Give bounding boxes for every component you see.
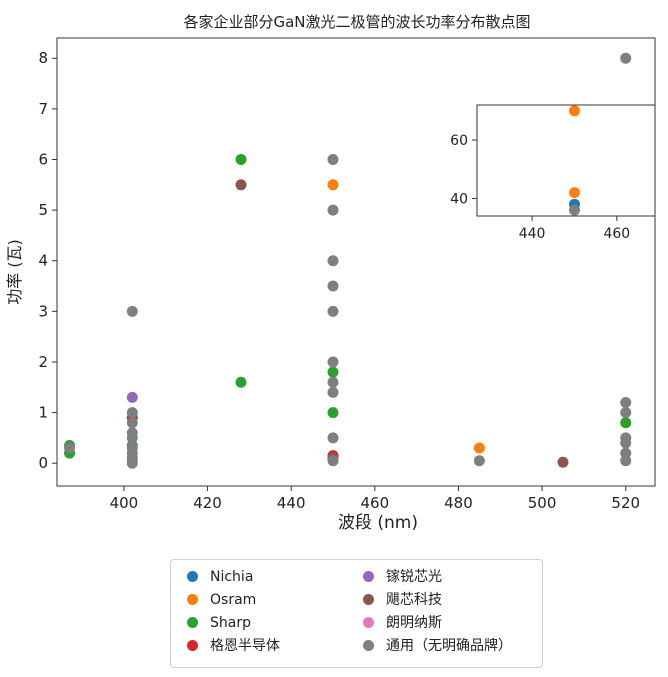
legend-item-juxin: 飓芯科技 — [363, 592, 442, 608]
point-series-7 — [327, 255, 339, 267]
y-tick-label: 7 — [38, 100, 48, 118]
point-sharp — [235, 376, 247, 388]
x-tick-label: 460 — [360, 494, 389, 512]
point-osram — [568, 187, 580, 199]
x-tick-label: 520 — [611, 494, 640, 512]
y-tick-label: 4 — [38, 252, 48, 270]
point-series-2 — [568, 204, 580, 216]
point-series-7 — [126, 457, 138, 469]
main-plot-area: 0 1 2 3 4 5 6 7 8 400 420 440 460 480 500 520 — [38, 37, 656, 512]
inset-plot-frame — [476, 104, 656, 217]
x-axis-label: 波段 (nm) — [338, 513, 418, 533]
point-sharp — [327, 407, 339, 419]
legend-label-generic: 通用（无明确品牌） — [386, 638, 512, 654]
point-series-7 — [327, 153, 339, 165]
point-series-7 — [620, 407, 632, 419]
inset-x-axis-ticks: 440 460 — [519, 216, 630, 242]
inset-y-axis-ticks: 40 60 — [450, 133, 477, 207]
point-series-7 — [327, 376, 339, 388]
point-series-7 — [126, 417, 138, 429]
legend-label-juxin: 飓芯科技 — [386, 592, 442, 608]
point-series-7 — [327, 305, 339, 317]
y-tick-label: 60 — [450, 133, 468, 149]
legend-label-osram: Osram — [210, 592, 257, 608]
point-series-7 — [620, 447, 632, 459]
legend-marker-jiarui — [363, 571, 374, 582]
legend-marker-generic — [363, 640, 374, 651]
legend-marker-genen — [187, 640, 198, 651]
point-series-7 — [327, 280, 339, 292]
legend-item-nichia: Nichia — [187, 569, 253, 585]
legend-marker-osram — [187, 594, 198, 605]
x-tick-label: 400 — [110, 494, 139, 512]
data-points — [64, 52, 632, 469]
chart-title: 各家企业部分GaN激光二极管的波长功率分布散点图 — [183, 13, 530, 31]
y-tick-label: 3 — [38, 302, 48, 320]
point-series-7 — [327, 204, 339, 216]
point-series-7 — [126, 407, 138, 419]
x-tick-label: 440 — [519, 226, 546, 242]
y-tick-label: 1 — [38, 404, 48, 422]
y-tick-label: 0 — [38, 454, 48, 472]
x-tick-label: 460 — [603, 226, 630, 242]
x-axis-ticks: 400 420 440 460 480 500 520 — [110, 486, 640, 512]
point-series-7 — [327, 386, 339, 398]
point-series-5 — [557, 456, 569, 468]
point-series-7 — [126, 305, 138, 317]
legend-item-osram: Osram — [187, 592, 256, 608]
legend-label-langming: 朗明纳斯 — [386, 615, 442, 631]
legend-item-genen: 格恩半导体 — [187, 638, 280, 654]
point-series-7 — [327, 455, 339, 467]
x-tick-label: 420 — [193, 494, 222, 512]
legend-label-genen: 格恩半导体 — [210, 638, 280, 654]
inset-data-points — [568, 105, 580, 216]
y-axis-label: 功率 (瓦) — [5, 239, 24, 305]
point-osram — [327, 179, 339, 191]
x-tick-label: 480 — [444, 494, 473, 512]
legend-label-jiarui: 镓锐芯光 — [386, 569, 442, 585]
point-series-7 — [327, 356, 339, 368]
y-tick-label: 6 — [38, 150, 48, 168]
x-tick-label: 440 — [277, 494, 306, 512]
point-sharp — [327, 366, 339, 378]
legend-item-sharp: Sharp — [187, 615, 251, 631]
point-osram — [568, 105, 580, 117]
point-sharp — [620, 417, 632, 429]
y-axis-ticks: 0 1 2 3 4 5 6 7 8 — [38, 49, 57, 472]
legend-item-jiarui: 镓锐芯光 — [363, 569, 442, 585]
legend-marker-sharp — [187, 617, 198, 628]
point-series-7 — [473, 455, 485, 467]
legend-item-generic: 通用（无明确品牌） — [363, 638, 512, 654]
legend-marker-langming — [363, 617, 374, 628]
point-series-5 — [235, 179, 247, 191]
legend: Nichia Osram Sharp 格恩半导体 镓锐芯光 飓芯科技 朗明纳斯 … — [170, 559, 543, 668]
y-tick-label: 5 — [38, 201, 48, 219]
point-series-7 — [620, 455, 632, 467]
x-tick-label: 500 — [528, 494, 557, 512]
point-series-7 — [620, 396, 632, 408]
point-sharp — [235, 153, 247, 165]
point-series-4 — [126, 391, 138, 403]
point-osram — [473, 442, 485, 454]
legend-label-sharp: Sharp — [210, 615, 251, 631]
point-series-7 — [620, 52, 632, 64]
main-plot-frame — [56, 37, 656, 487]
y-tick-label: 40 — [450, 191, 468, 207]
legend-marker-juxin — [363, 594, 374, 605]
legend-item-langming: 朗明纳斯 — [363, 615, 442, 631]
point-series-7 — [126, 432, 138, 444]
legend-label-nichia: Nichia — [210, 569, 254, 585]
point-series-7 — [327, 432, 339, 444]
y-tick-label: 8 — [38, 49, 48, 67]
legend-marker-nichia — [187, 571, 198, 582]
point-series-7 — [64, 442, 76, 454]
y-tick-label: 2 — [38, 353, 48, 371]
point-series-7 — [620, 437, 632, 449]
inset-plot-area: 40 60 440 460 — [450, 104, 656, 242]
